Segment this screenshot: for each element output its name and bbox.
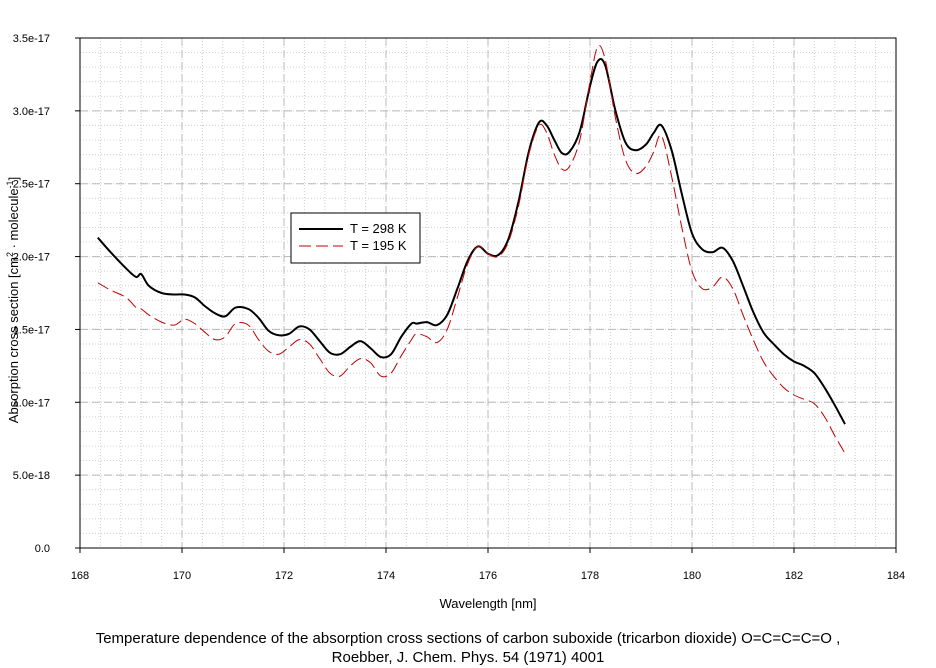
x-tick-labels: 168 170 172 174 176 178 180 182 184: [71, 570, 905, 582]
y-tick-label: 1.0e-17: [13, 397, 50, 409]
y-tick-label: 2.5e-17: [13, 179, 50, 191]
legend-label-195k: T = 195 K: [350, 238, 407, 253]
y-tick-label: 3.0e-17: [13, 106, 50, 118]
x-tick-label: 184: [887, 570, 905, 582]
x-tick-label: 174: [377, 570, 395, 582]
y-tick-labels: 0.0 5.0e-18 1.0e-17 1.5e-17 2.0e-17 2.5e-17 3.…: [13, 33, 50, 555]
legend-box: [290, 212, 421, 264]
y-tick-label: 0.0: [35, 543, 50, 555]
x-tick-label: 168: [71, 570, 89, 582]
legend: T = 298 K T = 195 K: [290, 212, 421, 264]
y-tick-label: 2.0e-17: [13, 252, 50, 264]
x-tick-label: 172: [275, 570, 293, 582]
axis-ticks: [75, 37, 897, 553]
x-tick-label: 176: [479, 570, 497, 582]
x-tick-label: 182: [785, 570, 803, 582]
caption-line-2: Roebber, J. Chem. Phys. 54 (1971) 4001: [331, 649, 605, 666]
x-axis-title: Wavelength [nm]: [439, 596, 536, 611]
series-line-195k: [97, 45, 846, 454]
x-tick-label: 178: [581, 570, 599, 582]
y-axis-title: Absorption cross section [cm2 · molecule…: [5, 177, 21, 423]
x-tick-label: 170: [173, 570, 191, 582]
legend-label-298k: T = 298 K: [350, 221, 407, 236]
x-tick-label: 180: [683, 570, 701, 582]
caption-line-1: Temperature dependence of the absorption…: [95, 630, 841, 647]
y-tick-label: 3.5e-17: [13, 33, 50, 45]
y-tick-label: 5.0e-18: [13, 470, 50, 482]
y-tick-label: 1.5e-17: [13, 324, 50, 336]
series-layer: [97, 45, 846, 454]
